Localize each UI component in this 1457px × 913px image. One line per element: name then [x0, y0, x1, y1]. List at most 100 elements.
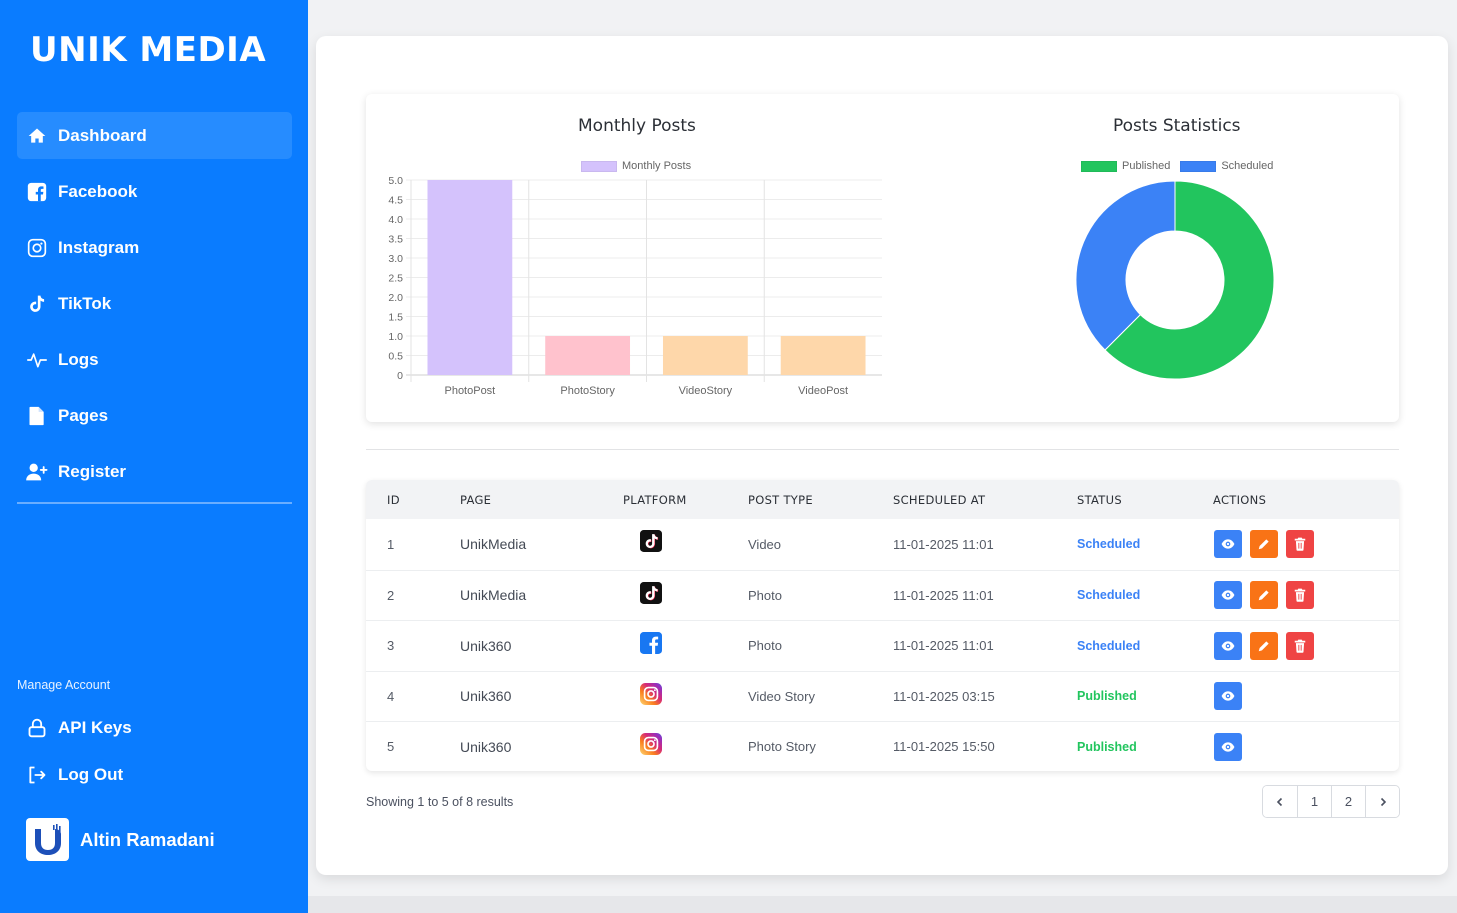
sidebar-item-logs[interactable]: Logs	[17, 336, 292, 383]
activity-icon	[26, 349, 48, 371]
view-button[interactable]	[1214, 530, 1242, 559]
facebook-icon	[640, 632, 662, 654]
row-actions	[1214, 631, 1322, 660]
sidebar-item-label: Log Out	[58, 765, 124, 784]
pagination: 1 2	[1262, 785, 1400, 818]
posts-table: ID PAGE PLATFORM POST TYPE SCHEDULED AT …	[366, 480, 1399, 771]
file-icon	[26, 405, 48, 427]
bar-chart-legend[interactable]: Monthly Posts	[581, 160, 701, 172]
page-2-button[interactable]: 2	[1331, 786, 1365, 817]
donut-slice-published[interactable]	[1104, 180, 1275, 380]
section-divider	[366, 449, 1399, 450]
status-badge: Scheduled	[1077, 638, 1141, 653]
main-content: Monthly Posts Monthly Posts 0 0.5 1.0 1.5 2.…	[316, 36, 1448, 875]
user-profile[interactable]: Altin Ramadani	[26, 818, 215, 861]
y-tick-label: 3.0	[388, 253, 403, 265]
bar-videopost	[780, 336, 866, 375]
delete-button[interactable]	[1286, 581, 1314, 610]
eye-icon	[1221, 639, 1235, 653]
pencil-icon	[1257, 588, 1271, 602]
cell-post-type: Photo	[748, 587, 782, 603]
edit-button[interactable]	[1250, 631, 1278, 660]
view-button[interactable]	[1214, 682, 1242, 711]
sidebar-item-api-keys[interactable]: API Keys	[17, 708, 292, 748]
th-actions: ACTIONS	[1213, 492, 1267, 507]
status-badge: Published	[1077, 739, 1137, 754]
footer-strip	[308, 896, 1457, 913]
edit-button[interactable]	[1250, 530, 1278, 559]
eye-icon	[1221, 588, 1235, 602]
sidebar-item-dashboard[interactable]: Dashboard	[17, 112, 292, 159]
legend-item-scheduled[interactable]: Scheduled	[1180, 160, 1273, 172]
home-icon	[26, 125, 48, 147]
y-tick-label: 4.0	[388, 214, 403, 226]
x-tick-label: VideoStory	[679, 385, 733, 397]
donut-slice-scheduled[interactable]	[1075, 180, 1176, 351]
sidebar-item-pages[interactable]: Pages	[17, 392, 292, 439]
y-tick-label: 1.5	[388, 312, 403, 324]
cell-page: Unik360	[460, 637, 512, 654]
next-page-button[interactable]	[1365, 786, 1399, 817]
th-scheduled-at[interactable]: SCHEDULED AT	[893, 492, 986, 507]
th-post-type[interactable]: POST TYPE	[748, 492, 813, 507]
th-platform[interactable]: PLATFORM	[623, 492, 687, 507]
instagram-icon	[640, 682, 662, 705]
legend-swatch	[1180, 160, 1217, 172]
cell-scheduled-at: 11-01-2025 11:01	[893, 638, 994, 654]
sidebar: UNIK MEDIA Dashboard Facebook Instagram …	[0, 0, 308, 913]
th-page[interactable]: PAGE	[460, 492, 492, 507]
th-status[interactable]: STATUS	[1077, 492, 1122, 507]
y-tick-label: 2.0	[388, 292, 403, 304]
table-row: 4 Unik360 Video Story 11-01-2025 03:15 Publi…	[366, 670, 1399, 722]
tiktok-icon	[640, 530, 662, 552]
x-tick-label: VideoPost	[798, 385, 848, 397]
pencil-icon	[1257, 639, 1271, 653]
edit-button[interactable]	[1250, 581, 1278, 610]
row-actions	[1214, 530, 1322, 559]
sidebar-item-tiktok[interactable]: TikTok	[17, 280, 292, 327]
row-actions	[1214, 732, 1250, 761]
cell-scheduled-at: 11-01-2025 11:01	[893, 587, 994, 603]
donut-chart	[1075, 180, 1275, 380]
cell-scheduled-at: 11-01-2025 11:01	[893, 536, 994, 552]
y-tick-label: 2.5	[388, 273, 403, 285]
cell-post-type: Photo	[748, 638, 782, 654]
bar-photopost	[427, 180, 513, 375]
donut-chart-legend[interactable]: Published Scheduled	[1081, 160, 1283, 172]
sidebar-item-register[interactable]: Register	[17, 448, 292, 495]
brand-logo[interactable]: UNIK MEDIA	[30, 30, 267, 70]
lock-icon	[26, 717, 48, 739]
user-plus-icon	[26, 461, 48, 483]
cell-post-type: Photo Story	[748, 739, 816, 755]
legend-item-published[interactable]: Published	[1081, 160, 1170, 172]
prev-page-button[interactable]	[1263, 786, 1297, 817]
bar-chart: 0 0.5 1.0 1.5 2.0 2.5 3.0 3.5 4.0 4.5 5.0 PhotoPost…	[388, 175, 882, 397]
sidebar-item-log-out[interactable]: Log Out	[17, 755, 292, 795]
cell-page: Unik360	[460, 688, 512, 705]
status-badge: Scheduled	[1077, 537, 1141, 552]
sidebar-item-label: TikTok	[58, 293, 112, 313]
sidebar-item-label: Register	[58, 461, 127, 481]
table-row: 3 Unik360 Photo 11-01-2025 11:01 Scheduled	[366, 620, 1399, 671]
unik-logo-icon	[34, 823, 61, 855]
cell-post-type: Video Story	[748, 688, 815, 704]
page-1-button[interactable]: 1	[1297, 786, 1331, 817]
sidebar-item-facebook[interactable]: Facebook	[17, 168, 292, 215]
view-button[interactable]	[1214, 732, 1242, 761]
delete-button[interactable]	[1286, 530, 1314, 559]
view-button[interactable]	[1214, 581, 1242, 610]
cell-scheduled-at: 11-01-2025 03:15	[893, 688, 995, 704]
logout-icon	[26, 764, 48, 786]
view-button[interactable]	[1214, 631, 1242, 660]
delete-button[interactable]	[1286, 631, 1314, 660]
user-name: Altin Ramadani	[80, 828, 215, 850]
sidebar-item-instagram[interactable]: Instagram	[17, 224, 292, 271]
sidebar-item-label: Facebook	[58, 181, 138, 201]
sidebar-item-label: Pages	[58, 405, 109, 425]
th-id[interactable]: ID	[387, 492, 400, 507]
row-actions	[1214, 682, 1250, 711]
y-tick-label: 5.0	[388, 175, 403, 187]
y-tick-label: 3.5	[388, 234, 403, 246]
row-actions	[1214, 581, 1322, 610]
table-header: ID PAGE PLATFORM POST TYPE SCHEDULED AT …	[366, 480, 1399, 519]
